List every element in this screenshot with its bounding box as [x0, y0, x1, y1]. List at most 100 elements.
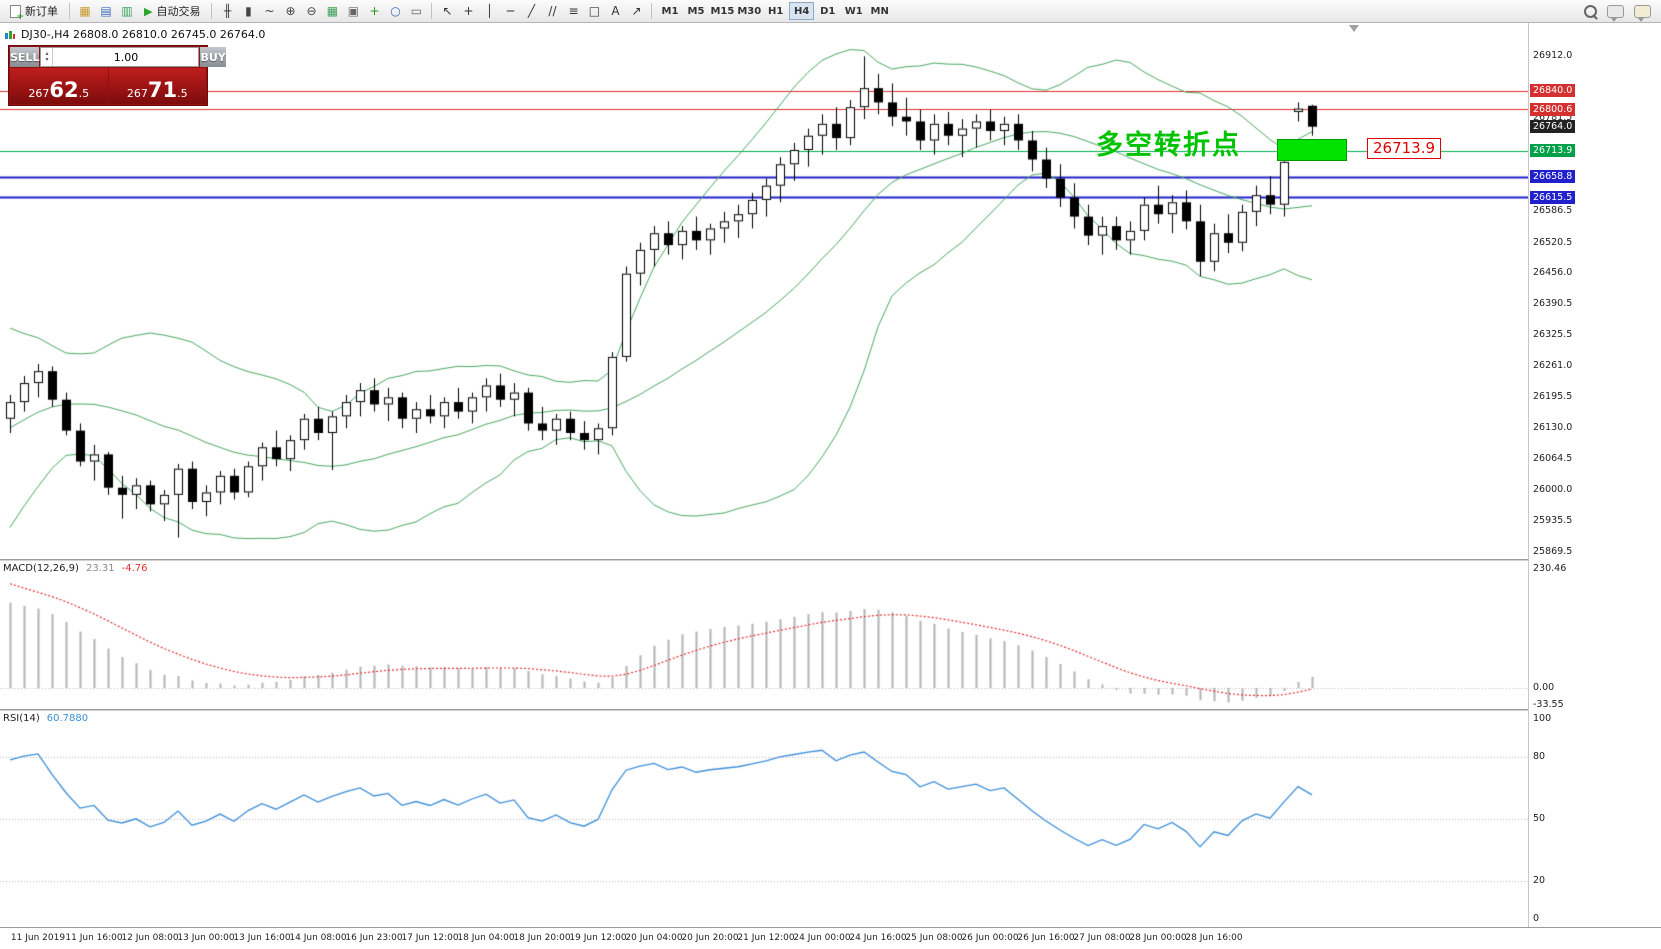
macd-indicator-label: MACD(12,26,9) 23.31 -4.76	[3, 563, 147, 574]
rsi-axis-label: 50	[1533, 813, 1546, 824]
price-axis-label: 26912.0	[1533, 50, 1573, 62]
timeframe-m5[interactable]: M5	[687, 5, 705, 17]
time-axis-label: 12 Jun 08:00	[121, 933, 179, 943]
new-order-icon	[10, 4, 24, 22]
timeframe-m30[interactable]: M30	[737, 5, 762, 17]
volume-input[interactable]	[53, 48, 199, 66]
volume-field[interactable]: ▴ ▾	[40, 47, 200, 67]
time-axis-label: 26 Jun 00:00	[961, 933, 1019, 943]
auto-trading-label: 自动交易	[156, 5, 201, 18]
time-axis-label: 26 Jun 16:00	[1017, 933, 1075, 943]
buy-price-big: 71	[147, 78, 178, 102]
horizontal-line-icon[interactable]: ─	[506, 4, 515, 18]
macd-panel-splitter[interactable]	[0, 559, 1661, 561]
channel-icon[interactable]: //	[548, 4, 557, 18]
time-axis-label: 16 Jun 23:00	[345, 933, 403, 943]
indicators-icon[interactable]: +	[369, 4, 380, 18]
toolbar: 新订单▦▤▥▶自动交易╫▮~⊕⊖▦▣+○▭↖+│─╱//≡□A↗M1M5M15M…	[0, 0, 1661, 23]
time-axis-label: 20 Jun 04:00	[625, 933, 683, 943]
symbol-ohlc-text: DJ30-,H4 26808.0 26810.0 26745.0 26764.0	[21, 28, 266, 41]
timeframe-mn[interactable]: MN	[870, 5, 889, 17]
toolbar-separator	[211, 3, 213, 19]
price-axis-label: 26195.5	[1533, 391, 1573, 403]
trendline-icon[interactable]: ╱	[527, 4, 536, 18]
sell-price-prefix: 267	[28, 87, 50, 100]
cycles-icon[interactable]: ○	[390, 4, 401, 18]
shapes-icon[interactable]: □	[588, 4, 601, 18]
community-chat-icon[interactable]	[1634, 4, 1651, 22]
chat-icon[interactable]	[1607, 4, 1624, 22]
rsi-axis-label: 20	[1533, 875, 1546, 887]
time-axis-label: 24 Jun 16:00	[849, 933, 907, 943]
candlestick-chart-icon[interactable]: ▮	[245, 4, 252, 18]
templates-icon[interactable]: ▭	[410, 4, 423, 18]
price-label-object[interactable]: 26713.9	[1367, 138, 1441, 159]
bar-chart-icon[interactable]: ╫	[223, 4, 232, 18]
tile-windows-icon[interactable]: ▣	[347, 4, 360, 18]
price-axis[interactable]: 26912.0 26781.5 26586.5 26520.5 26456.0 26390…	[1528, 23, 1661, 927]
rsi-panel-canvas[interactable]	[0, 711, 1528, 927]
fibonacci-icon[interactable]: ≡	[568, 4, 579, 18]
symbol-ohlc-readout: DJ30-,H4 26808.0 26810.0 26745.0 26764.0	[4, 28, 265, 41]
volume-down-icon[interactable]: ▾	[45, 56, 49, 63]
time-axis-label: 24 Jun 00:00	[793, 933, 851, 943]
vertical-line-icon[interactable]: │	[485, 4, 494, 18]
time-axis[interactable]: 11 Jun 2019 11 Jun 16:00 12 Jun 08:00 13 Ju…	[0, 927, 1661, 949]
main-chart-canvas[interactable]	[0, 23, 1528, 559]
chart-annotation-text[interactable]: 多空转折点	[1096, 130, 1241, 161]
timeframe-m1[interactable]: M1	[661, 5, 679, 17]
time-axis-label: 14 Jun 08:00	[289, 933, 347, 943]
price-axis-label: 26261.0	[1533, 359, 1573, 371]
rsi-panel-splitter[interactable]	[0, 709, 1661, 711]
auto-trading-button[interactable]: ▶ 自动交易	[138, 1, 206, 21]
toolbar-right-group	[1584, 4, 1657, 22]
cursor-icon[interactable]: ↖	[442, 4, 453, 18]
macd-axis-label: 0.00	[1533, 682, 1555, 693]
timeframe-h4[interactable]: H4	[789, 2, 815, 20]
grid-icon[interactable]: ▦	[326, 4, 339, 18]
buy-price-panel[interactable]: 267 71.5	[108, 68, 206, 104]
buy-button[interactable]: BUY	[200, 47, 226, 67]
rsi-name: RSI(14)	[3, 713, 40, 724]
rsi-value: 60.7880	[46, 713, 89, 724]
time-axis-label: 18 Jun 20:00	[513, 933, 571, 943]
price-axis-label: 26520.5	[1533, 236, 1573, 248]
zoom-in-icon[interactable]: ⊕	[285, 4, 296, 18]
sell-button[interactable]: SELL	[10, 47, 40, 67]
toolbar-separator	[69, 3, 70, 19]
price-axis-tag: 26658.8	[1530, 170, 1576, 184]
timeframe-d1[interactable]: D1	[820, 5, 836, 17]
macd-main-value: 23.31	[85, 563, 115, 574]
macd-name: MACD(12,26,9)	[3, 563, 79, 574]
timeframe-w1[interactable]: W1	[844, 5, 863, 17]
time-axis-label: 11 Jun 16:00	[65, 933, 123, 943]
price-axis-tag: 26764.0	[1530, 120, 1576, 134]
charts-window-icon[interactable]: ▦	[79, 4, 91, 18]
volume-spinner[interactable]: ▴ ▾	[41, 48, 54, 66]
price-axis-tag: 26840.0	[1530, 84, 1576, 98]
sell-price-panel[interactable]: 267 62.5	[10, 68, 108, 104]
search-icon[interactable]	[1584, 4, 1597, 18]
price-axis-label: 26781.5	[1533, 112, 1573, 124]
price-axis-tag: 26713.9	[1530, 144, 1576, 158]
time-axis-label: 19 Jun 12:00	[569, 933, 627, 943]
macd-panel-canvas[interactable]	[0, 561, 1528, 709]
profiles-icon[interactable]: ▤	[100, 4, 112, 18]
price-axis-label: 25935.5	[1533, 514, 1573, 526]
rsi-axis-label: 80	[1533, 750, 1546, 762]
new-order-button[interactable]: 新订单	[4, 1, 64, 22]
macd-axis-label: -33.55	[1533, 699, 1564, 710]
timeframe-h1[interactable]: H1	[768, 5, 784, 17]
timeframe-m15[interactable]: M15	[710, 5, 735, 17]
zoom-out-icon[interactable]: ⊖	[306, 4, 317, 18]
arrows-icon[interactable]: ↗	[631, 4, 642, 18]
volume-up-icon[interactable]: ▴	[45, 50, 49, 57]
crosshair-icon[interactable]: +	[463, 4, 474, 18]
price-axis-label: 26456.0	[1533, 267, 1573, 279]
line-chart-icon[interactable]: ~	[264, 4, 275, 18]
market-watch-icon[interactable]: ▥	[121, 4, 133, 18]
highlight-rectangle-object[interactable]	[1277, 139, 1347, 161]
text-icon[interactable]: A	[611, 4, 620, 18]
